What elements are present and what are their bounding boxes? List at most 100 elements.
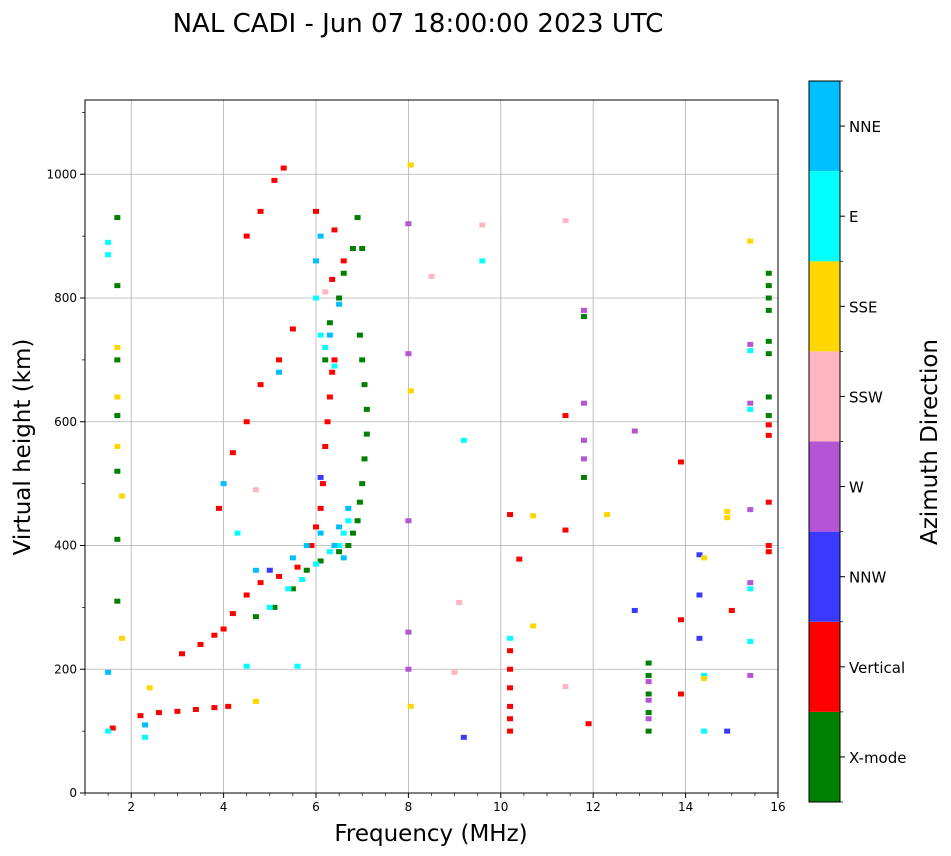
data-point-sse xyxy=(114,394,121,400)
data-point-vertical xyxy=(179,651,186,657)
data-point-nne xyxy=(303,543,310,548)
data-point-nne xyxy=(252,567,259,573)
data-point-vertical xyxy=(225,703,232,709)
data-point-vertical xyxy=(280,165,287,171)
data-point-w xyxy=(405,518,412,524)
data-point-x-mode xyxy=(765,351,772,357)
data-point-sse xyxy=(747,238,754,244)
data-point-ssw xyxy=(451,669,458,675)
data-point-vertical xyxy=(765,543,772,548)
data-point-nnw xyxy=(631,607,638,613)
x-tick-label: 12 xyxy=(586,800,601,814)
data-point-vertical xyxy=(516,556,523,562)
data-point-x-mode xyxy=(580,314,587,320)
data-point-nnw xyxy=(460,734,467,740)
data-point-vertical xyxy=(137,713,144,719)
data-point-x-mode xyxy=(114,283,121,289)
data-point-vertical xyxy=(174,708,181,714)
x-tick-label: 8 xyxy=(405,800,413,814)
data-point-vertical xyxy=(507,666,514,672)
data-point-sse xyxy=(407,162,414,168)
data-point-nne xyxy=(336,301,343,307)
colorbar-segment-ssw xyxy=(809,351,840,442)
x-tick-label: 10 xyxy=(493,800,508,814)
data-point-vertical xyxy=(340,258,347,264)
data-point-vertical xyxy=(229,450,236,456)
y-tick-label: 1000 xyxy=(46,167,77,181)
data-point-w xyxy=(405,666,412,672)
colorbar-label: Azimuth Direction xyxy=(917,339,943,545)
data-point-vertical xyxy=(329,276,336,282)
y-axis-label: Virtual height (km) xyxy=(10,339,36,556)
data-point-e xyxy=(105,252,112,258)
data-point-x-mode xyxy=(114,413,121,419)
data-point-e xyxy=(142,734,149,740)
data-point-vertical xyxy=(243,592,250,598)
data-point-nne xyxy=(317,233,324,239)
data-point-sse xyxy=(252,698,259,704)
data-point-x-mode xyxy=(645,691,652,697)
colorbar-tick-label: SSE xyxy=(849,298,878,316)
data-point-vertical xyxy=(215,505,222,511)
x-axis-ticks: 2 4 6 8 10 12 14 16 xyxy=(84,793,786,814)
data-point-vertical xyxy=(243,233,250,239)
data-point-nnw xyxy=(266,567,273,573)
data-point-x-mode xyxy=(363,406,370,412)
data-point-sse xyxy=(530,513,537,519)
data-point-w xyxy=(747,672,754,678)
data-point-e xyxy=(313,561,319,567)
colorbar-segment-w xyxy=(809,441,840,532)
data-point-vertical xyxy=(243,419,250,425)
data-point-vertical xyxy=(271,177,278,183)
data-point-x-mode xyxy=(114,536,121,542)
data-point-e xyxy=(507,635,514,641)
data-point-nne xyxy=(289,555,296,561)
x-tick-label: 16 xyxy=(770,800,785,814)
data-point-nne xyxy=(326,332,333,338)
data-point-x-mode xyxy=(765,283,772,289)
data-point-x-mode xyxy=(289,586,296,592)
data-point-vertical xyxy=(585,721,592,727)
data-point-x-mode xyxy=(114,357,121,363)
data-point-x-mode xyxy=(354,215,361,221)
data-point-x-mode xyxy=(645,710,652,716)
data-point-sse xyxy=(724,515,731,521)
data-point-e xyxy=(285,586,292,592)
data-point-vertical xyxy=(728,607,735,613)
data-point-vertical xyxy=(765,422,772,428)
data-point-nne xyxy=(345,505,352,511)
data-point-w xyxy=(747,580,754,586)
data-point-e xyxy=(340,530,347,536)
data-point-nnw xyxy=(696,552,703,558)
data-point-e xyxy=(701,728,708,734)
data-point-nnw xyxy=(724,728,731,734)
colorbar-segment-e xyxy=(809,171,840,262)
data-point-vertical xyxy=(326,394,333,400)
data-point-sse xyxy=(724,508,731,514)
data-point-vertical xyxy=(229,611,236,617)
data-point-nne xyxy=(276,369,283,375)
data-point-sse xyxy=(118,635,125,641)
data-point-x-mode xyxy=(349,246,356,251)
data-point-sse xyxy=(530,623,537,629)
data-point-x-mode xyxy=(317,558,324,564)
x-tick-label: 4 xyxy=(220,800,228,814)
data-point-x-mode xyxy=(361,382,368,388)
data-point-vertical xyxy=(331,227,338,233)
data-point-vertical xyxy=(324,419,331,425)
data-point-vertical xyxy=(313,524,319,530)
data-point-ssw xyxy=(322,289,329,295)
data-point-vertical xyxy=(155,710,162,716)
data-point-e xyxy=(313,295,319,301)
data-point-nne xyxy=(105,669,112,675)
data-point-x-mode xyxy=(765,270,772,276)
colorbar-segment-vertical xyxy=(809,621,840,712)
data-point-w xyxy=(645,716,652,722)
data-point-x-mode xyxy=(271,604,278,610)
data-point-x-mode xyxy=(361,456,368,462)
data-point-vertical xyxy=(765,432,772,438)
data-point-nnw xyxy=(317,474,324,480)
data-point-vertical xyxy=(197,642,204,647)
data-point-e xyxy=(317,332,324,338)
y-tick-label: 200 xyxy=(54,662,77,676)
